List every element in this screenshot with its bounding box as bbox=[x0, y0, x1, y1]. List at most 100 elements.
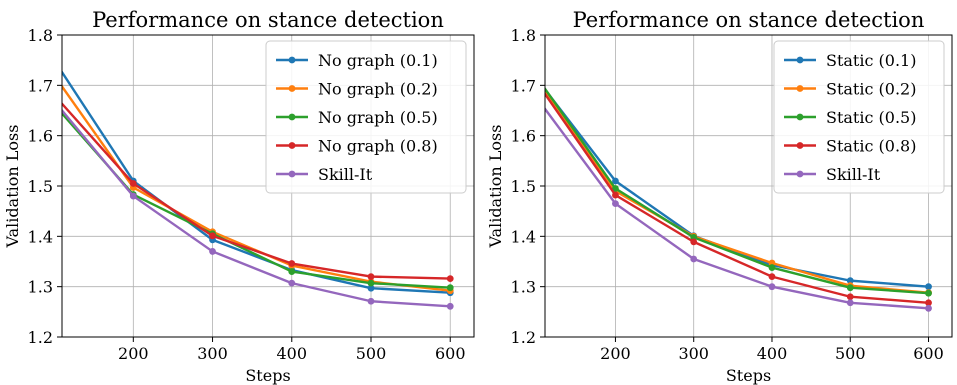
y-tick-label: 1.3 bbox=[28, 278, 53, 297]
legend-entry: Static (0.2) bbox=[784, 80, 916, 99]
chart-title: Performance on stance detection bbox=[573, 8, 925, 32]
x-tick-label: 300 bbox=[678, 344, 709, 363]
legend-label: No graph (0.2) bbox=[318, 80, 438, 99]
x-axis-label: Steps bbox=[245, 366, 290, 385]
data-point bbox=[846, 299, 854, 307]
y-tick-label: 1.3 bbox=[511, 278, 536, 297]
legend-marker bbox=[288, 142, 296, 149]
data-point bbox=[925, 299, 932, 307]
series-group bbox=[534, 86, 932, 312]
data-point bbox=[768, 283, 776, 291]
data-point bbox=[51, 57, 58, 64]
data-point bbox=[846, 277, 854, 285]
data-point bbox=[288, 260, 296, 267]
data-point bbox=[690, 255, 698, 263]
x-axis-label: Steps bbox=[726, 366, 771, 385]
chart-no-graph: 200 300 400 500 600 1.2 1.3 1.4 1.5 1.6 1.7 1.8 Perf… bbox=[3, 8, 475, 385]
y-tick-label: 1.2 bbox=[511, 328, 536, 347]
data-point bbox=[846, 293, 854, 301]
legend-entry: Static (0.5) bbox=[784, 108, 916, 127]
y-tick-label: 1.4 bbox=[28, 227, 53, 246]
data-point bbox=[367, 279, 375, 287]
data-point bbox=[288, 279, 296, 287]
x-tick-label: 300 bbox=[197, 344, 228, 363]
legend-entry: Skill-It bbox=[784, 165, 881, 184]
data-point bbox=[612, 177, 619, 185]
y-axis-label: Validation Loss bbox=[3, 125, 22, 249]
data-point bbox=[612, 191, 619, 199]
legend-marker bbox=[796, 56, 804, 64]
legend: Static (0.1) Static (0.2) Static (0.5) Stat… bbox=[773, 40, 945, 194]
legend-marker bbox=[796, 113, 804, 121]
legend-box bbox=[773, 40, 945, 194]
legend-label: Skill-It bbox=[318, 165, 373, 184]
data-point bbox=[925, 304, 932, 312]
series-line bbox=[545, 86, 929, 295]
y-tick-label: 1.8 bbox=[511, 26, 536, 45]
data-point bbox=[367, 297, 375, 305]
y-tick-label: 1.7 bbox=[28, 76, 53, 95]
data-point bbox=[51, 98, 58, 105]
series-line bbox=[545, 106, 929, 310]
legend-entry: Skill-It bbox=[276, 165, 373, 184]
data-point bbox=[209, 232, 216, 240]
x-tick-label: 400 bbox=[276, 344, 307, 363]
data-point bbox=[846, 284, 854, 292]
series-line bbox=[545, 89, 929, 294]
legend-marker bbox=[288, 85, 296, 92]
y-axis-label: Validation Loss bbox=[486, 125, 505, 249]
data-point bbox=[367, 284, 375, 292]
x-tick-label: 200 bbox=[118, 344, 149, 363]
legend-entry: Static (0.8) bbox=[784, 137, 916, 156]
y-tick-label: 1.5 bbox=[28, 177, 53, 196]
data-point bbox=[925, 283, 932, 291]
x-tick-label: 600 bbox=[435, 344, 466, 363]
legend-entry: No graph (0.8) bbox=[276, 137, 438, 156]
data-point bbox=[690, 238, 698, 246]
legend-label: No graph (0.8) bbox=[318, 137, 438, 156]
y-tick-label: 1.7 bbox=[511, 76, 536, 95]
legend-label: Static (0.8) bbox=[826, 137, 916, 156]
legend-label: Static (0.1) bbox=[826, 51, 916, 70]
data-point bbox=[534, 95, 541, 102]
legend-marker bbox=[288, 113, 296, 121]
y-tick-label: 1.6 bbox=[511, 127, 536, 146]
legend-label: Static (0.5) bbox=[826, 108, 916, 127]
legend-entry: No graph (0.1) bbox=[276, 51, 438, 70]
chart-static: 200 300 400 500 600 1.2 1.3 1.4 1.5 1.6 1.7 1.8 Perf… bbox=[486, 8, 953, 385]
legend-box bbox=[265, 40, 467, 194]
legend: No graph (0.1) No graph (0.2) No graph (0.… bbox=[265, 40, 467, 194]
data-point bbox=[768, 264, 776, 271]
legend-label: No graph (0.1) bbox=[318, 51, 438, 70]
data-point bbox=[367, 273, 375, 280]
series-line bbox=[62, 108, 451, 308]
y-tick-label: 1.8 bbox=[28, 26, 53, 45]
chart-title: Performance on stance detection bbox=[92, 8, 444, 32]
data-point bbox=[209, 248, 216, 255]
legend-marker bbox=[796, 170, 804, 178]
y-tick-label: 1.4 bbox=[511, 227, 536, 246]
legend-entry: No graph (0.2) bbox=[276, 80, 438, 99]
legend-entry: No graph (0.5) bbox=[276, 108, 438, 127]
legend-marker bbox=[288, 170, 296, 178]
data-point bbox=[129, 180, 137, 187]
data-point bbox=[446, 284, 454, 292]
legend-label: No graph (0.5) bbox=[318, 108, 438, 127]
x-tick-label: 500 bbox=[356, 344, 387, 363]
legend-label: Skill-It bbox=[826, 165, 881, 184]
legend-marker bbox=[796, 85, 804, 92]
series-group bbox=[51, 57, 454, 310]
data-point bbox=[446, 275, 454, 283]
x-tick-label: 600 bbox=[913, 344, 944, 363]
series-line bbox=[62, 101, 451, 280]
y-tick-label: 1.6 bbox=[28, 127, 53, 146]
data-point bbox=[925, 289, 932, 297]
series-line bbox=[545, 91, 929, 304]
data-point bbox=[288, 268, 296, 275]
legend-marker bbox=[796, 142, 804, 149]
data-point bbox=[768, 273, 776, 280]
legend-marker bbox=[288, 56, 296, 64]
data-point bbox=[51, 101, 58, 108]
x-tick-label: 400 bbox=[757, 344, 788, 363]
x-tick-label: 500 bbox=[835, 344, 866, 363]
